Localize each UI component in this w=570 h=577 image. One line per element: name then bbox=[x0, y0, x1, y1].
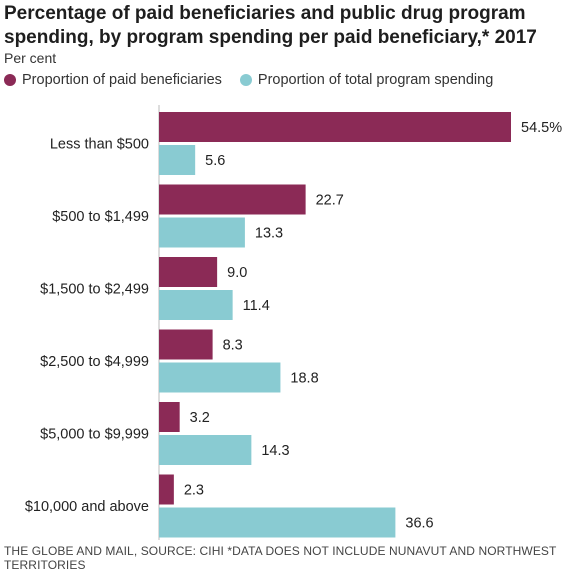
data-label: 18.8 bbox=[290, 371, 318, 387]
data-label: 11.4 bbox=[243, 298, 270, 314]
data-label: 9.0 bbox=[227, 265, 247, 281]
bar-beneficiaries bbox=[159, 402, 180, 432]
bar-spending bbox=[159, 362, 281, 393]
legend: Proportion of paid beneficiaries Proport… bbox=[4, 72, 511, 88]
bar-beneficiaries bbox=[159, 329, 213, 360]
legend-swatch-spending bbox=[239, 74, 252, 86]
bar-beneficiaries bbox=[159, 184, 306, 215]
category-label: $2,500 to $4,999 bbox=[40, 354, 149, 370]
legend-item-beneficiaries: Proportion of paid beneficiaries bbox=[4, 72, 222, 88]
category-label: $10,000 and above bbox=[25, 499, 149, 515]
bar-chart: Less than $500 54.5% 5.6 $500 to $1,499 22.7… bbox=[25, 105, 562, 540]
bar-beneficiaries bbox=[159, 112, 511, 142]
category-label: Less than $500 bbox=[50, 137, 149, 153]
legend-label-beneficiaries: Proportion of paid beneficiaries bbox=[22, 72, 222, 88]
bar-spending bbox=[159, 435, 252, 465]
chart-title: Percentage of paid beneficiaries and pub… bbox=[4, 3, 537, 48]
legend-swatch-beneficiaries bbox=[4, 74, 16, 86]
source-note: THE GLOBE AND MAIL, SOURCE: CIHI *DATA D… bbox=[4, 544, 557, 572]
legend-item-spending: Proportion of total program spending bbox=[239, 72, 494, 88]
category-label: $1,500 to $2,499 bbox=[40, 282, 149, 298]
data-label: 14.3 bbox=[261, 443, 289, 459]
bar-spending bbox=[159, 145, 196, 175]
data-label: 8.3 bbox=[223, 338, 243, 354]
category-label: $500 to $1,499 bbox=[52, 209, 149, 225]
data-label: 54.5% bbox=[521, 120, 562, 136]
unit-label: Per cent bbox=[4, 50, 57, 66]
data-label: 22.7 bbox=[316, 193, 344, 209]
bar-spending bbox=[159, 290, 233, 320]
data-label: 3.2 bbox=[190, 410, 210, 426]
data-label: 2.3 bbox=[184, 483, 204, 499]
data-label: 36.6 bbox=[405, 516, 433, 532]
data-label: 13.3 bbox=[255, 226, 283, 242]
bar-spending bbox=[159, 217, 245, 248]
category-label: $5,000 to $9,999 bbox=[40, 427, 149, 443]
bar-spending bbox=[159, 507, 396, 538]
data-label: 5.6 bbox=[205, 153, 225, 169]
legend-label-spending: Proportion of total program spending bbox=[257, 72, 494, 88]
bar-beneficiaries bbox=[159, 474, 174, 505]
bar-beneficiaries bbox=[159, 257, 218, 287]
